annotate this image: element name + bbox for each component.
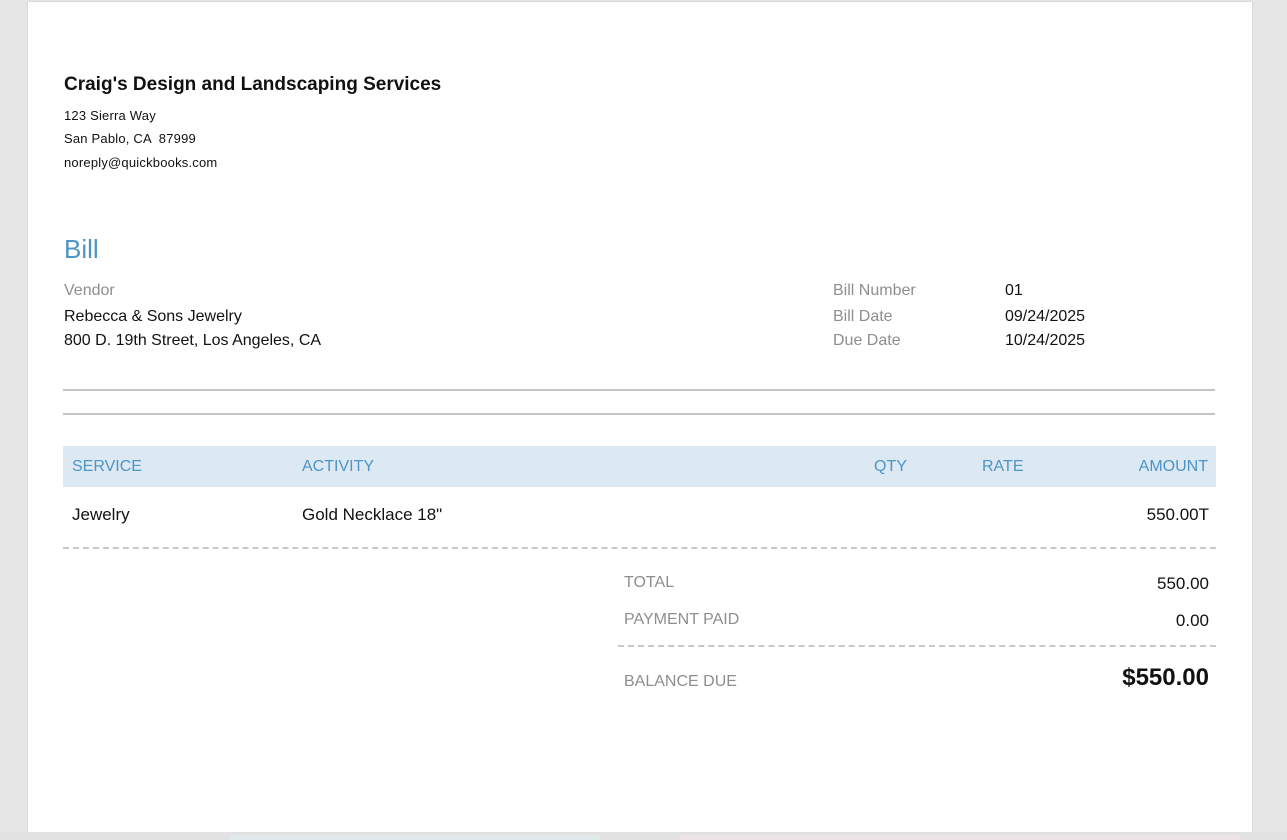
- bottom-strip-segment: [230, 835, 600, 840]
- table-header: SERVICE ACTIVITY QTY RATE AMOUNT: [63, 446, 1216, 487]
- total-value: 550.00: [1157, 574, 1209, 593]
- vendor-name: Rebecca & Sons Jewelry: [64, 308, 242, 325]
- table-row-divider: [63, 547, 1216, 549]
- payment-paid-value: 0.00: [1175, 611, 1209, 630]
- bill-number-label: Bill Number: [833, 282, 916, 299]
- bill-number-value: 01: [1005, 282, 1023, 299]
- column-header-qty: QTY: [874, 458, 907, 475]
- due-date-value: 10/24/2025: [1005, 332, 1086, 349]
- bill-date-value: 09/24/2025: [1005, 308, 1086, 325]
- company-address-line1: 123 Sierra Way: [64, 108, 156, 123]
- payment-paid-label: PAYMENT PAID: [624, 611, 740, 628]
- column-header-activity: ACTIVITY: [302, 458, 375, 475]
- column-header-service: SERVICE: [72, 458, 142, 475]
- vendor-label: Vendor: [64, 282, 115, 299]
- bill-page: Craig's Design and Landscaping Services …: [28, 2, 1252, 832]
- bottom-strip: [0, 832, 1287, 840]
- row-service: Jewelry: [72, 505, 130, 524]
- row-amount: 550.00T: [1146, 505, 1209, 524]
- balance-due-label: BALANCE DUE: [624, 673, 737, 690]
- company-name: Craig's Design and Landscaping Services: [64, 74, 442, 95]
- summary-divider: [618, 645, 1216, 647]
- bill-date-label: Bill Date: [833, 308, 893, 325]
- bottom-strip-segment: [680, 835, 1240, 840]
- company-email: noreply@quickbooks.com: [64, 155, 218, 170]
- column-header-rate: RATE: [982, 458, 1024, 475]
- company-address-line2: San Pablo, CA 87999: [64, 131, 196, 146]
- due-date-label: Due Date: [833, 332, 901, 349]
- row-activity: Gold Necklace 18": [302, 505, 443, 524]
- balance-due-value: $550.00: [1122, 664, 1209, 691]
- column-header-amount: AMOUNT: [1138, 458, 1208, 475]
- total-label: TOTAL: [624, 574, 675, 591]
- divider-bottom: [63, 413, 1215, 415]
- document-title: Bill: [64, 234, 99, 264]
- vendor-address: 800 D. 19th Street, Los Angeles, CA: [64, 332, 322, 349]
- divider-top: [63, 389, 1215, 391]
